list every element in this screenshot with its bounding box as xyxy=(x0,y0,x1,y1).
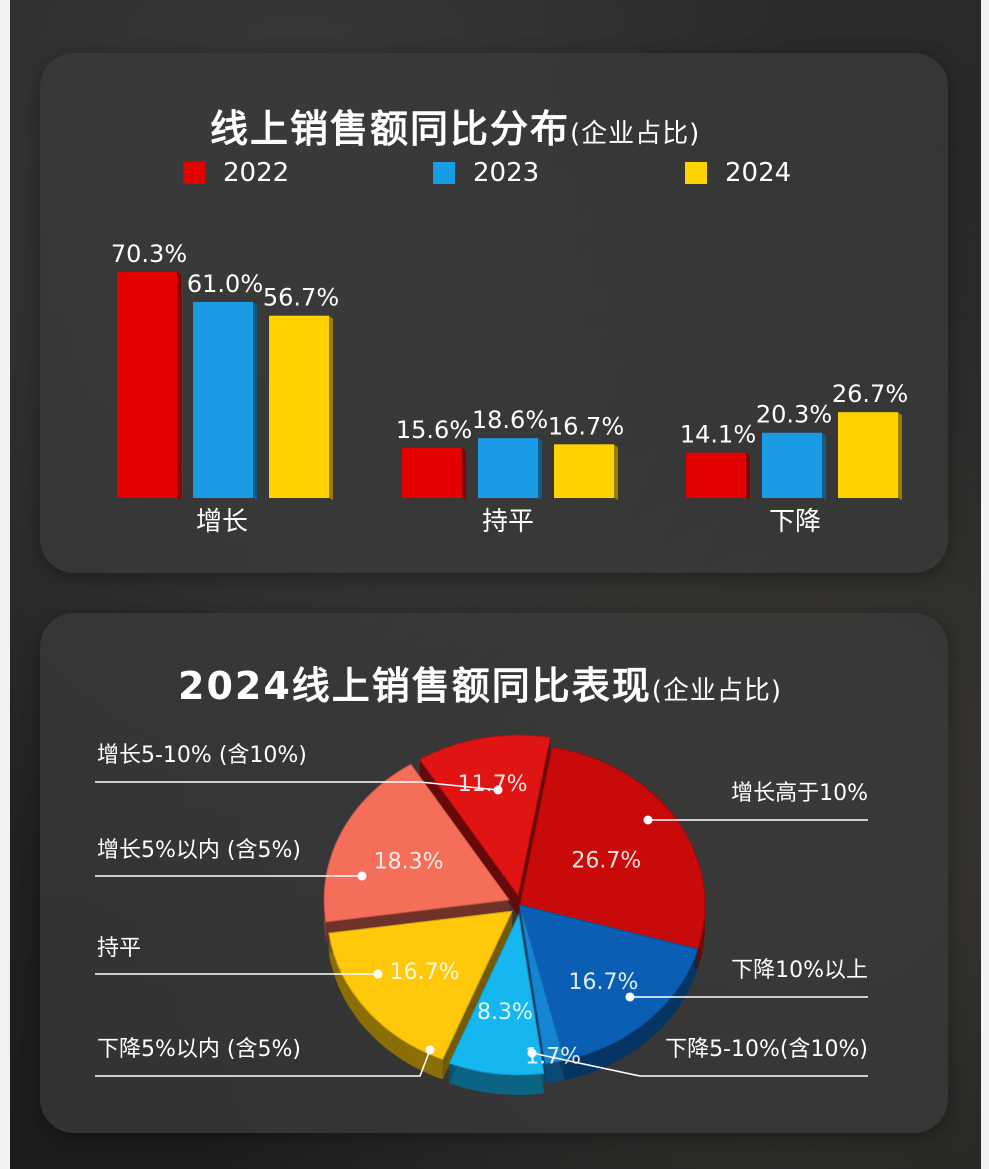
callout-label-下降10%以上: 下降10%以上 xyxy=(731,958,868,983)
pie-value-label: 8.3% xyxy=(477,1000,533,1025)
bar-value-label: 26.7% xyxy=(832,380,908,408)
legend-label-2022: 2022 xyxy=(223,158,290,188)
pie-slice-depth xyxy=(564,949,698,1081)
pie-slice-wall xyxy=(419,759,519,916)
bar-chart-title: 线上销售额同比分布(企业占比) xyxy=(210,98,700,153)
callout-dot xyxy=(493,785,503,795)
legend-swatch-2023 xyxy=(433,162,455,184)
left-edge-strip xyxy=(0,0,10,1169)
bar-2024-持平 xyxy=(554,444,614,498)
callout-label-增长高于10%: 增长高于10% xyxy=(731,781,868,806)
pie-value-label: 11.7% xyxy=(458,772,528,797)
legend-label-2024: 2024 xyxy=(725,158,792,188)
category-label-持平: 持平 xyxy=(482,507,534,537)
bar-depth xyxy=(614,444,618,500)
bar-2022-持平 xyxy=(402,447,462,498)
bar-value-label: 20.3% xyxy=(756,401,832,429)
bar-depth xyxy=(462,447,466,500)
legend-item-2023: 2023 xyxy=(433,158,539,188)
bar-2023-增长 xyxy=(193,301,253,498)
bar-depth xyxy=(538,438,542,500)
bar-depth xyxy=(329,315,333,500)
bar-depth xyxy=(177,272,181,500)
callout-label-下降5%以内 (含5%): 下降5%以内 (含5%) xyxy=(97,1037,301,1062)
pie-slice-wall xyxy=(518,737,551,916)
bar-2024-增长 xyxy=(269,315,329,498)
bar-value-label: 61.0% xyxy=(187,270,263,298)
category-label-增长: 增长 xyxy=(196,507,248,537)
legend-swatch-2022 xyxy=(183,162,205,184)
callout-dot xyxy=(527,1048,537,1058)
pie-slice-增长5%以内 (含5%) xyxy=(323,763,511,923)
bar-2023-下降 xyxy=(762,432,822,498)
pie-value-label: 26.7% xyxy=(571,848,641,873)
pie-chart-title-main: 2024线上销售额同比表现 xyxy=(178,664,652,708)
callout-dot xyxy=(357,871,367,881)
pie-value-label: 16.7% xyxy=(390,960,460,985)
bar-depth xyxy=(746,452,750,500)
legend-item-2022: 2022 xyxy=(183,158,289,188)
pie-slice-持平 xyxy=(328,910,513,1061)
pie-value-label: 18.3% xyxy=(374,849,444,874)
bar-2024-下降 xyxy=(838,412,898,498)
right-edge-strip xyxy=(981,0,989,1169)
callout-dot xyxy=(373,969,383,979)
legend-swatch-2024 xyxy=(685,162,707,184)
bar-value-label: 18.6% xyxy=(472,406,548,434)
bar-chart-title-sub: (企业占比) xyxy=(570,119,701,149)
legend-item-2024: 2024 xyxy=(685,158,791,188)
callout-line xyxy=(531,1052,868,1077)
bar-value-label: 14.1% xyxy=(680,421,756,449)
pie-slice-depth xyxy=(449,1063,544,1095)
bar-2022-下降 xyxy=(686,452,746,498)
bar-value-label: 16.7% xyxy=(548,412,624,440)
callout-dot xyxy=(625,992,635,1002)
bar-value-label: 15.6% xyxy=(396,416,472,444)
bar-2023-持平 xyxy=(478,438,538,498)
bar-depth xyxy=(822,432,826,500)
callout-line xyxy=(95,1049,431,1077)
bar-depth xyxy=(253,301,257,500)
bar-value-label: 70.3% xyxy=(111,240,187,268)
pie-slice-depth xyxy=(545,1060,565,1084)
pie-slice-depth xyxy=(328,933,443,1080)
bar-2022-增长 xyxy=(117,272,177,498)
pie-slice-下降10%以上 xyxy=(519,904,699,1061)
callout-dot xyxy=(425,1045,435,1055)
callout-line xyxy=(95,781,499,791)
pie-slice-下降5%以内 (含5%) xyxy=(448,913,545,1076)
pie-slice-wall xyxy=(442,911,513,1080)
pie-chart-title: 2024线上销售额同比表现(企业占比) xyxy=(178,655,782,710)
pie-value-label: 16.7% xyxy=(569,970,639,995)
pie-slice-增长5-10% (含10%) xyxy=(419,734,551,897)
callout-label-增长5%以内 (含5%): 增长5%以内 (含5%) xyxy=(97,838,301,863)
callout-label-下降5-10%(含10%): 下降5-10%(含10%) xyxy=(665,1037,868,1062)
callout-label-增长5-10% (含10%): 增长5-10% (含10%) xyxy=(97,743,307,768)
bar-depth xyxy=(898,412,902,500)
legend-label-2023: 2023 xyxy=(473,158,540,188)
bar-chart-title-main: 线上销售额同比分布 xyxy=(210,107,571,151)
bar-value-label: 56.7% xyxy=(263,284,339,312)
pie-chart-title-sub: (企业占比) xyxy=(651,676,783,706)
callout-dot xyxy=(643,815,653,825)
category-label-下降: 下降 xyxy=(769,507,821,537)
callout-label-持平: 持平 xyxy=(97,936,141,961)
